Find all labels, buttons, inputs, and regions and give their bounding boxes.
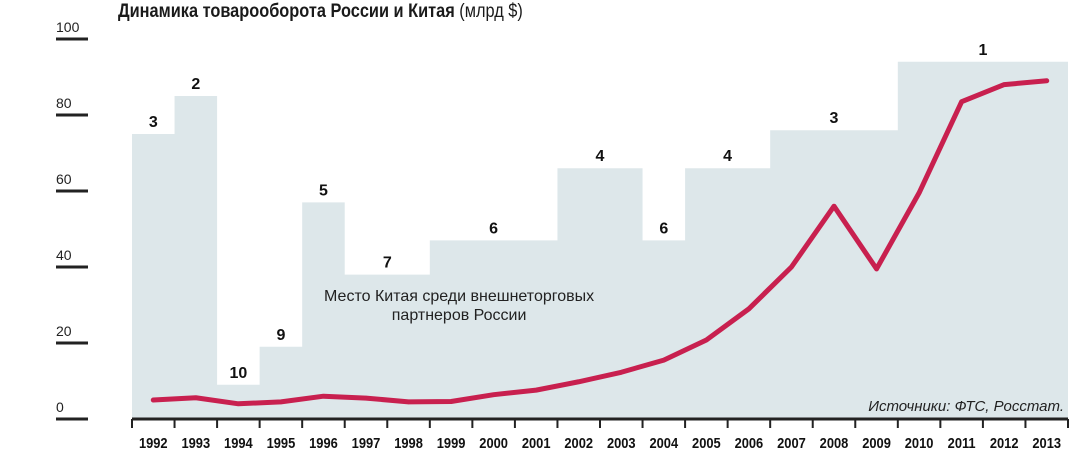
y-tick-label: 60 — [56, 171, 72, 187]
rank-label: 7 — [383, 255, 392, 272]
x-tick-label: 2003 — [607, 434, 636, 451]
x-tick-label: 2007 — [777, 434, 806, 451]
rank-label: 6 — [659, 220, 668, 237]
x-tick-label: 1997 — [352, 434, 381, 451]
chart-title-unit: (млрд $) — [459, 1, 523, 22]
x-tick-label: 2005 — [692, 434, 721, 451]
x-tick-label: 1994 — [224, 434, 253, 451]
x-tick-label: 1992 — [139, 434, 168, 451]
rank-label: 2 — [191, 76, 200, 93]
trade-volume-point — [448, 399, 454, 404]
x-tick-label: 2000 — [479, 434, 508, 451]
rank-label: 5 — [319, 182, 328, 199]
x-tick-label: 2010 — [905, 434, 934, 451]
trade-volume-point — [406, 399, 411, 405]
trade-volume-point — [916, 190, 922, 196]
trade-volume-point — [193, 395, 199, 400]
rank-label: 1 — [978, 42, 987, 59]
y-axis: 0 20 40 60 80 100 — [56, 19, 88, 421]
x-tick-label: 2006 — [735, 434, 764, 451]
trade-volume-point — [661, 357, 667, 363]
trade-volume-point — [746, 306, 752, 311]
y-tick-label: 80 — [56, 95, 72, 111]
y-tick-label: 100 — [56, 19, 80, 35]
trade-volume-point — [151, 397, 156, 403]
y-tick-label: 40 — [56, 247, 72, 263]
trade-volume-line — [150, 78, 1050, 407]
trade-volume-point — [1001, 82, 1007, 87]
rank-label: 4 — [596, 148, 605, 165]
chart-title: Динамика товарооборота России и Китая (м… — [118, 0, 523, 24]
ranking-note-line-2: партнеров России — [392, 307, 527, 324]
x-tick-label: 2013 — [1032, 434, 1061, 451]
trade-line — [150, 78, 1050, 407]
x-tick-label: 2008 — [820, 434, 849, 451]
x-tick-label: 1993 — [181, 434, 210, 451]
trade-volume-point — [491, 392, 496, 397]
rank-label: 3 — [830, 110, 839, 127]
trade-volume-point — [1044, 78, 1049, 84]
ranking-note-line-1: Место Китая среди внешнеторговых — [324, 288, 594, 305]
y-tick-label: 0 — [56, 399, 64, 415]
ranking-step-area — [132, 61, 1068, 420]
rank-label: 4 — [723, 148, 732, 165]
x-tick-label: 1999 — [437, 434, 466, 451]
ranking-note: Место Китая среди внешнеторговых партнер… — [324, 288, 594, 324]
chart-title-main: Динамика товарооборота России и Китая — [118, 1, 455, 22]
rank-label: 6 — [489, 220, 498, 237]
ranking-area — [132, 61, 1068, 420]
y-tick-label: 20 — [56, 323, 72, 339]
source-note: Источники: ФТС, Росстат. — [868, 398, 1064, 415]
rank-label: 10 — [229, 365, 247, 382]
trade-volume-point — [959, 99, 964, 104]
trade-volume-point — [278, 399, 284, 405]
trade-volume-point — [363, 395, 369, 401]
x-tick-label: 2011 — [948, 434, 976, 451]
x-tick-label: 1996 — [309, 434, 338, 451]
rank-label: 3 — [149, 114, 158, 131]
trade-volume-point — [533, 387, 539, 393]
rank-labels: 3 2 10 9 5 7 6 4 6 4 3 1 — [149, 42, 988, 382]
x-tick-label: 2012 — [990, 434, 1019, 451]
x-tick-label: 1995 — [267, 434, 296, 451]
trade-volume-point — [236, 401, 241, 406]
x-tick-label: 1998 — [394, 434, 423, 451]
trade-volume-point — [321, 394, 326, 399]
trade-volume-point — [704, 337, 709, 343]
x-tick-label: 2002 — [564, 434, 593, 451]
x-tick-label: 2009 — [862, 434, 891, 451]
x-axis: 1992 1993 1994 1995 1996 1997 1998 1999 2000 2001… — [131, 417, 1069, 451]
x-tick-label: 2004 — [649, 434, 678, 451]
trade-volume-point — [576, 379, 581, 384]
trade-volume-point — [619, 370, 624, 375]
trade-volume-point — [874, 266, 879, 272]
x-tick-label: 2001 — [522, 434, 551, 451]
rank-label: 9 — [276, 327, 285, 344]
trade-volume-point — [831, 204, 837, 209]
trade-volume-point — [789, 264, 794, 270]
